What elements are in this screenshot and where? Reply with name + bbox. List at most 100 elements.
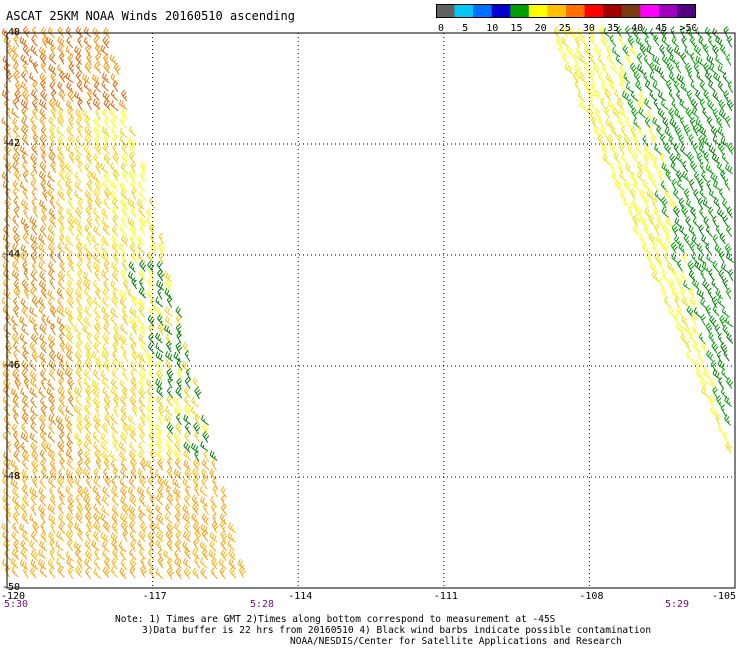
wind-barb: [119, 548, 127, 561]
wind-barb: [707, 206, 714, 219]
wind-barb: [594, 45, 602, 57]
wind-barb: [48, 64, 57, 75]
wind-barb: [121, 503, 129, 516]
wind-barb: [100, 45, 109, 56]
wind-barb: [706, 349, 714, 362]
wind-barb: [13, 341, 21, 354]
wind-barb: [75, 154, 84, 166]
wind-barb: [67, 197, 75, 210]
wind-barb: [94, 548, 100, 561]
wind-barb: [137, 486, 145, 498]
wind-barb: [10, 315, 19, 327]
wind-barb: [182, 341, 190, 354]
wind-barb: [30, 251, 38, 264]
wind-barb: [13, 233, 21, 246]
wind-barb: [77, 529, 84, 542]
wind-barb: [1, 28, 10, 40]
wind-barb: [203, 450, 210, 463]
wind-barb: [113, 332, 121, 345]
wind-barb: [720, 342, 728, 355]
wind-barb: [30, 422, 38, 434]
wind-barb: [47, 298, 56, 310]
colorbar-swatch: [528, 4, 548, 18]
wind-barb: [175, 494, 181, 507]
wind-barb: [725, 252, 735, 263]
wind-barb: [76, 305, 83, 318]
wind-barb: [1, 522, 10, 533]
wind-barb: [717, 332, 724, 345]
wind-barb: [713, 197, 721, 209]
wind-barb: [174, 503, 181, 516]
wind-barb: [12, 180, 20, 192]
wind-barb: [65, 72, 74, 84]
wind-barb: [94, 322, 102, 335]
wind-barb: [48, 514, 56, 525]
wind-barb: [119, 135, 128, 146]
wind-barb: [721, 306, 730, 318]
wind-barb: [48, 359, 56, 371]
wind-barb: [31, 459, 39, 472]
time-label-left: 5:30: [4, 599, 29, 610]
wind-barb: [93, 467, 101, 480]
wind-barb: [103, 27, 111, 39]
wind-barb: [83, 36, 92, 48]
wind-barb: [30, 89, 39, 101]
wind-barb: [110, 422, 119, 434]
wind-barb: [29, 487, 38, 498]
wind-barb: [38, 297, 46, 309]
wind-barb: [20, 548, 28, 560]
wind-barb: [20, 199, 29, 210]
wind-barb: [147, 260, 155, 273]
wind-barb: [58, 522, 66, 535]
wind-barb: [12, 260, 20, 272]
wind-barb: [128, 125, 137, 137]
wind-barb: [157, 322, 165, 335]
wind-barb: [708, 80, 716, 92]
wind-barb: [75, 71, 83, 84]
wind-barb: [58, 513, 66, 525]
wind-barb: [183, 414, 192, 425]
wind-barb: [593, 125, 601, 138]
wind-barb: [156, 449, 164, 461]
wind-barb: [94, 215, 101, 228]
wind-barb: [644, 144, 653, 156]
wind-barb: [646, 251, 653, 264]
wind-barb: [648, 214, 655, 227]
wind-barb: [75, 395, 83, 407]
wind-barb: [66, 81, 74, 93]
wind-barb: [77, 125, 83, 138]
wind-barb: [83, 377, 92, 389]
wind-barb: [122, 529, 129, 542]
wind-barb: [722, 324, 729, 337]
wind-barb: [635, 80, 643, 92]
wind-barb: [50, 44, 56, 57]
wind-barb: [628, 206, 635, 219]
wind-barb: [95, 494, 102, 506]
wind-barb: [167, 376, 174, 389]
wind-barb: [56, 306, 65, 317]
wind-barb: [130, 161, 137, 174]
wind-barb: [47, 171, 56, 183]
wind-barb: [103, 54, 110, 67]
wind-barb: [12, 305, 19, 318]
wind-barb: [91, 540, 100, 551]
wind-barb: [65, 469, 74, 480]
wind-barb: [1, 297, 10, 308]
wind-barb: [702, 107, 709, 120]
wind-barb: [685, 107, 693, 120]
wind-barb: [673, 188, 680, 201]
wind-barb: [38, 487, 46, 498]
wind-barb: [101, 377, 110, 389]
wind-barb: [616, 116, 625, 128]
wind-barb: [692, 341, 701, 353]
wind-barb: [182, 513, 191, 524]
wind-barb: [39, 494, 46, 507]
wind-barb: [92, 387, 100, 399]
wind-barb: [658, 277, 664, 290]
wind-barb: [130, 457, 138, 470]
wind-barb: [695, 90, 702, 102]
wind-barb: [717, 142, 725, 155]
wind-barb: [20, 298, 29, 310]
wind-barb: [705, 242, 712, 255]
wind-barb: [20, 54, 29, 66]
